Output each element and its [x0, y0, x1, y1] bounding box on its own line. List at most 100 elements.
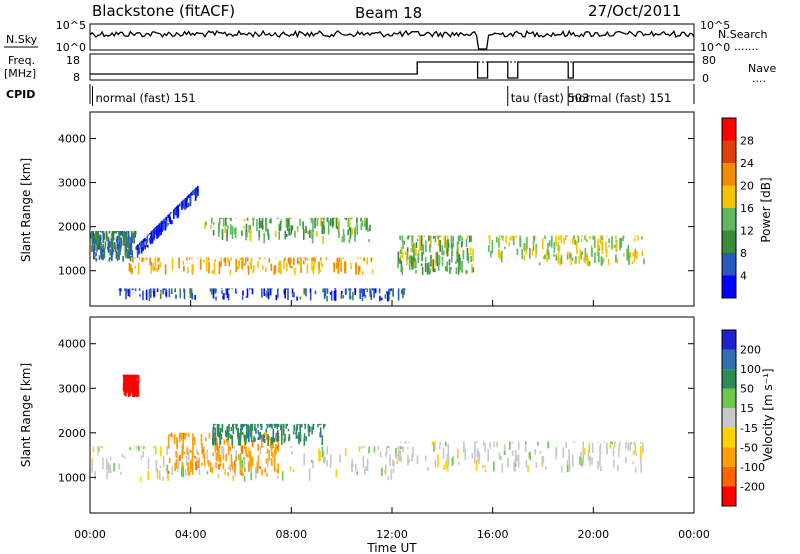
heatmap-cell: [574, 260, 576, 264]
heatmap-cell: [244, 263, 246, 266]
heatmap-cell: [336, 257, 339, 266]
heatmap-cell: [459, 235, 462, 238]
nave-label: Nave: [748, 62, 776, 75]
heatmap-cell: [608, 238, 610, 243]
heatmap-cell: [269, 288, 272, 296]
heatmap-cell: [191, 292, 194, 300]
heatmap-cell: [153, 229, 155, 239]
heatmap-cell: [580, 452, 582, 461]
power-heatmap: [90, 185, 645, 302]
heatmap-cell: [599, 235, 602, 244]
heatmap-cell: [221, 290, 223, 295]
heatmap-cell: [427, 467, 429, 471]
heatmap-cell: [309, 427, 311, 432]
heatmap-cell: [205, 258, 208, 272]
x-tick-label: 16:00: [477, 528, 509, 541]
heatmap-cell: [606, 442, 608, 454]
heatmap-cell: [135, 383, 138, 394]
heatmap-cell: [146, 235, 149, 244]
heatmap-cell: [291, 225, 294, 231]
heatmap-cell: [147, 458, 150, 469]
heatmap-cell: [559, 258, 561, 266]
heatmap-cell: [368, 239, 370, 242]
heatmap-cell: [326, 217, 329, 222]
heatmap-cell: [136, 446, 138, 449]
heatmap-cell: [349, 288, 352, 291]
mode-label: normal (fast) 151: [571, 91, 671, 105]
heatmap-cell: [357, 257, 359, 259]
heatmap-cell: [159, 222, 161, 224]
heatmap-cell: [168, 434, 170, 437]
power-colorbar-label: Power [dB]: [759, 177, 773, 242]
heatmap-cell: [342, 294, 345, 299]
heatmap-cell: [226, 288, 229, 298]
heatmap-cell: [488, 235, 490, 237]
heatmap-cell: [303, 257, 306, 259]
heatmap-cell: [285, 217, 288, 228]
heatmap-cell: [115, 231, 117, 234]
heatmap-cell: [250, 466, 252, 473]
heatmap-cell: [164, 221, 167, 231]
heatmap-cell: [573, 235, 576, 245]
x-tick-label: 00:00: [678, 528, 710, 541]
heatmap-cell: [290, 232, 292, 236]
heatmap-cell: [405, 251, 407, 255]
heatmap-cell: [291, 288, 294, 290]
heatmap-cell: [388, 288, 390, 295]
heatmap-cell: [125, 384, 128, 389]
heatmap-cell: [372, 288, 375, 291]
heatmap-cell: [438, 445, 441, 450]
heatmap-cell: [215, 451, 217, 460]
heatmap-cell: [179, 455, 181, 461]
heatmap-cell: [575, 256, 577, 264]
heatmap-cell: [227, 225, 229, 229]
heatmap-cell: [134, 374, 136, 376]
heatmap-cell: [356, 217, 358, 219]
heatmap-cell: [241, 259, 243, 262]
heatmap-cell: [274, 449, 276, 462]
heatmap-cell: [441, 245, 443, 256]
heatmap-cell: [455, 267, 458, 275]
heatmap-cell: [541, 462, 544, 466]
heatmap-cell: [399, 235, 402, 240]
heatmap-cell: [311, 459, 313, 463]
heatmap-cell: [95, 231, 97, 234]
heatmap-cell: [508, 242, 511, 247]
heatmap-cell: [320, 261, 323, 266]
heatmap-cell: [195, 461, 197, 471]
heatmap-cell: [273, 458, 276, 472]
heatmap-cell: [294, 267, 296, 276]
heatmap-cell: [439, 441, 441, 446]
heatmap-cell: [632, 252, 634, 257]
heatmap-cell: [241, 445, 243, 454]
freq-tick-top: 18: [66, 54, 80, 67]
heatmap-cell: [302, 221, 304, 230]
noise-tick-bot-left: 10^0: [56, 41, 86, 54]
heatmap-cell: [364, 468, 366, 475]
heatmap-cell: [306, 264, 309, 274]
heatmap-cell: [517, 441, 520, 450]
heatmap-cell: [615, 235, 617, 240]
heatmap-cell: [434, 441, 436, 450]
heatmap-cell: [165, 469, 168, 473]
heatmap-cell: [255, 427, 257, 434]
heatmap-cell: [188, 449, 190, 460]
heatmap-cell: [102, 244, 104, 253]
heatmap-cell: [91, 242, 94, 248]
heatmap-cell: [215, 288, 217, 293]
heatmap-cell: [175, 294, 177, 299]
heatmap-cell: [250, 466, 252, 481]
heatmap-cell: [183, 265, 185, 272]
heatmap-cell: [151, 230, 154, 237]
heatmap-cell: [233, 423, 235, 425]
heatmap-cell: [526, 236, 528, 250]
heatmap-cell: [142, 290, 144, 301]
heatmap-cell: [566, 464, 569, 473]
heatmap-cell: [425, 240, 427, 253]
heatmap-cell: [585, 239, 588, 242]
heatmap-cell: [123, 238, 126, 241]
power-panel-frame: [89, 111, 695, 307]
heatmap-cell: [132, 385, 134, 392]
heatmap-cell: [233, 446, 236, 448]
heatmap-cell: [241, 431, 244, 435]
